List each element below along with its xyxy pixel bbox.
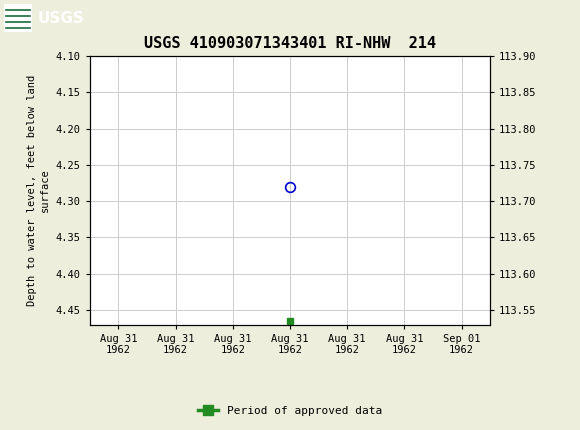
- Y-axis label: Depth to water level, feet below land
surface: Depth to water level, feet below land su…: [27, 75, 50, 306]
- Y-axis label: Groundwater level above NGVD 1929, feet: Groundwater level above NGVD 1929, feet: [579, 68, 580, 312]
- Legend: Period of approved data: Period of approved data: [194, 401, 386, 420]
- Text: USGS: USGS: [38, 11, 85, 26]
- Bar: [4, 4, 32, 33]
- Title: USGS 410903071343401 RI-NHW  214: USGS 410903071343401 RI-NHW 214: [144, 36, 436, 51]
